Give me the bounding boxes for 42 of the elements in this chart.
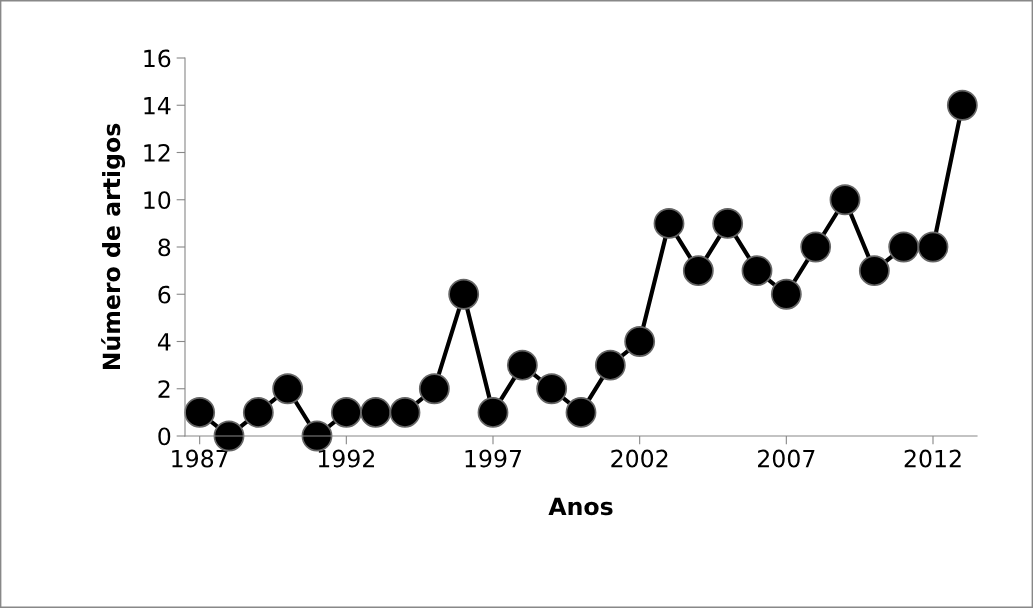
y-tick-label: 10 (144, 191, 171, 210)
x-tick-label: 2007 (758, 449, 815, 468)
point (242, 396, 274, 428)
point (272, 373, 304, 405)
y-tick-label: 12 (144, 143, 170, 162)
y-tick-label: 0 (158, 427, 171, 446)
point (360, 396, 392, 428)
y-tick-label: 6 (158, 285, 171, 304)
y-tick-label: 16 (144, 49, 171, 68)
point (917, 231, 949, 263)
y-tick-label: 8 (158, 238, 171, 257)
y-tick-label: 2 (158, 380, 170, 398)
x-tick-label: 1992 (318, 449, 375, 468)
point (653, 207, 685, 239)
point (858, 255, 890, 287)
point (741, 255, 773, 287)
point (418, 373, 450, 405)
x-tick-label: 1987 (172, 449, 228, 468)
point (682, 255, 714, 287)
point (712, 207, 744, 239)
x-tick-label: 1997 (465, 449, 522, 468)
point (448, 278, 480, 310)
x-axis-title: Anos (548, 497, 613, 516)
y-axis-title: Número de artigos (101, 123, 126, 370)
y-tick-label: 14 (144, 97, 171, 115)
x-tick-label: 2012 (904, 449, 961, 468)
point (506, 349, 538, 381)
point (184, 396, 216, 428)
x-tick-label: 2002 (611, 449, 668, 468)
point (389, 396, 421, 428)
point (330, 396, 362, 428)
point (829, 184, 861, 216)
point (536, 373, 568, 405)
point (946, 89, 978, 121)
point (565, 396, 597, 428)
y-tick-label: 4 (157, 333, 171, 351)
point (477, 396, 509, 428)
point (888, 231, 920, 263)
point (770, 278, 802, 310)
point (594, 349, 626, 381)
point (624, 326, 656, 357)
point (800, 231, 832, 263)
